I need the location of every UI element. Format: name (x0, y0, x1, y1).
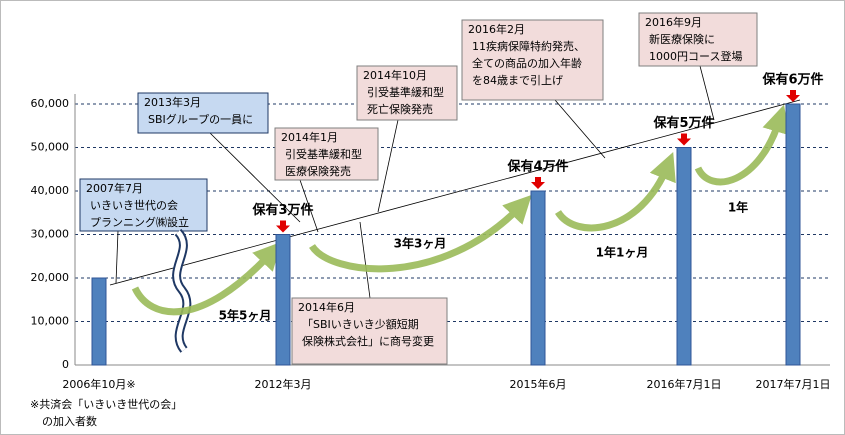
interval-label: 1年 (728, 200, 748, 215)
leader-line (299, 179, 319, 233)
callout-box (274, 127, 379, 181)
leader-line (554, 99, 606, 159)
bar (785, 103, 801, 366)
value-label: 保有4万件 (506, 159, 568, 175)
down-arrow (786, 90, 800, 102)
y-tick-label: 60,000 (31, 97, 70, 110)
callout-text: 2014年10月 (363, 68, 427, 82)
y-tick-label: 20,000 (31, 271, 70, 284)
callout-text: 1000円コース登場 (649, 49, 742, 63)
callout-text: 「SBIいきいき少額短期 (302, 317, 419, 331)
leader-line (377, 119, 399, 213)
progress-arrow (131, 241, 282, 316)
down-arrow (531, 177, 545, 189)
x-tick-label: 2015年6月 (510, 377, 567, 391)
progress-arrow (694, 104, 790, 186)
callout-text: 2016年2月 (468, 22, 525, 36)
callout-text: 2013年3月 (144, 95, 201, 109)
x-tick-label: 2017年7月1日 (756, 377, 831, 391)
bar (275, 234, 291, 366)
interval-label: 5年5ヶ月 (219, 308, 272, 323)
callout-text: 2007年7月 (86, 181, 143, 195)
callout-text: 2014年1月 (281, 130, 338, 144)
x-tick-label: 2006年10月※ (62, 377, 135, 391)
y-tick-label: 40,000 (31, 184, 70, 197)
footnote: ※共済会「いきいき世代の会」 (30, 397, 182, 411)
progress-arrow (309, 194, 532, 273)
value-label: 保有5万件 (652, 115, 714, 131)
callout-text: 死亡保険発売 (367, 102, 433, 116)
callout-text: SBIグループの一員に (148, 112, 253, 126)
callout-box (291, 297, 448, 365)
footnote: の加入者数 (42, 415, 97, 428)
leader-line (115, 230, 119, 284)
leader-line (359, 221, 371, 299)
y-tick-label: 30,000 (31, 228, 70, 241)
callout-box (137, 92, 269, 134)
callout-text: 2016年9月 (645, 15, 702, 29)
down-arrow (677, 133, 691, 146)
value-label: 保有3万件 (251, 202, 313, 218)
leader-line (209, 132, 301, 223)
callout-text: を84歳まで引上げ (472, 73, 563, 87)
callout-text: 新医療保険に (649, 32, 715, 46)
down-arrow (276, 220, 290, 233)
callout-text: いきいき世代の会 (90, 199, 178, 212)
callout-text: 引受基準緩和型 (285, 147, 362, 161)
bar (91, 277, 107, 366)
callout-box (79, 178, 208, 232)
interval-label: 3年3ヶ月 (394, 236, 447, 251)
interval-label: 1年1ヶ月 (596, 245, 649, 260)
x-tick-label: 2016年7月1日 (647, 377, 722, 391)
axis-break (174, 230, 190, 352)
value-label: 保有6万件 (761, 72, 823, 88)
bar (676, 147, 692, 366)
callout-text: 全ての商品の加入年齢 (472, 56, 582, 70)
callout-box (356, 65, 458, 121)
y-tick-label: 0 (62, 358, 69, 371)
bar (530, 190, 546, 366)
callout-box (461, 19, 604, 101)
progress-arrow (555, 152, 676, 232)
callout-text: 引受基準緩和型 (367, 85, 444, 99)
y-tick-label: 10,000 (31, 315, 70, 328)
trend-line (109, 99, 801, 286)
callout-text: 保険株式会社」に商号変更 (302, 334, 434, 348)
y-tick-label: 50,000 (31, 141, 70, 154)
x-tick-label: 2012年3月 (255, 377, 312, 391)
callout-text: プランニング㈱設立 (90, 215, 189, 229)
callout-box (638, 12, 758, 67)
callout-text: 11疾病保障特約発売、 (472, 39, 585, 53)
leader-line (699, 65, 715, 121)
callout-text: 医療保険発売 (285, 164, 351, 178)
callout-text: 2014年6月 (298, 300, 355, 314)
